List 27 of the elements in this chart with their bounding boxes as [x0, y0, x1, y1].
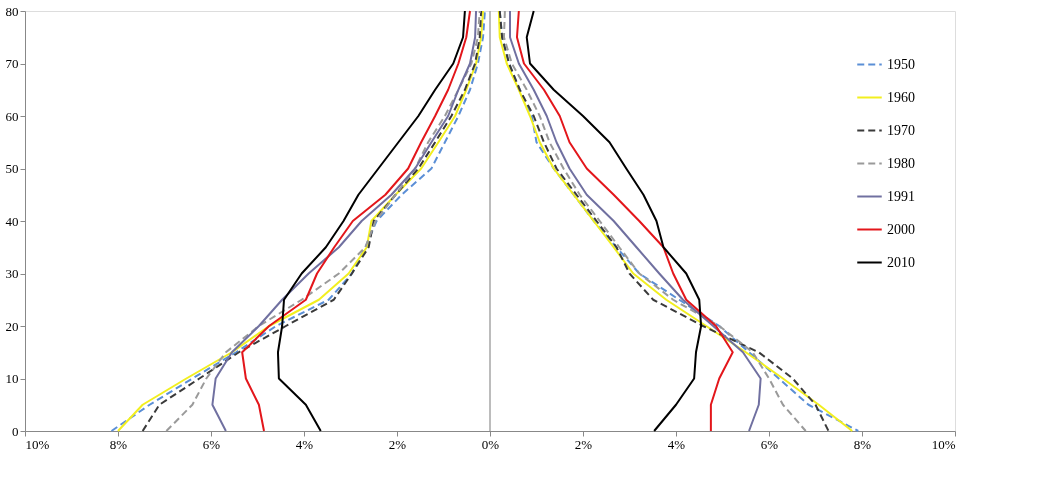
x-tick-label: 4%: [295, 436, 314, 452]
y-tick-label: 50: [5, 161, 19, 176]
legend-label: 2000: [887, 221, 915, 237]
x-tick-label: 0%: [481, 436, 500, 452]
x-tick-label: 4%: [667, 436, 686, 452]
x-tick-label: 2%: [388, 436, 407, 452]
y-tick-label: 20: [5, 318, 19, 334]
y-tick-label: 80: [5, 3, 19, 19]
x-tick-label: 10%: [931, 436, 956, 452]
x-tick-label: 6%: [760, 436, 779, 452]
y-tick-label: 0: [12, 423, 19, 439]
y-tick-label: 30: [5, 266, 19, 281]
legend-label: 1991: [887, 188, 915, 204]
y-tick-label: 10: [5, 371, 19, 386]
y-tick-label: 40: [5, 213, 19, 229]
y-tick-label: 60: [5, 108, 19, 124]
x-tick-label: 2%: [574, 436, 593, 452]
legend-label: 1970: [887, 122, 915, 138]
legend-label: 2010: [887, 254, 915, 270]
x-tick-label: 6%: [202, 436, 221, 452]
legend-label: 1950: [887, 56, 915, 72]
legend-label: 1980: [887, 155, 915, 171]
x-tick-label: 8%: [853, 436, 872, 452]
x-tick-label: 8%: [109, 436, 128, 452]
x-tick-label: 10%: [25, 436, 50, 452]
legend-label: 1960: [887, 89, 915, 105]
y-tick-label: 70: [5, 56, 19, 71]
